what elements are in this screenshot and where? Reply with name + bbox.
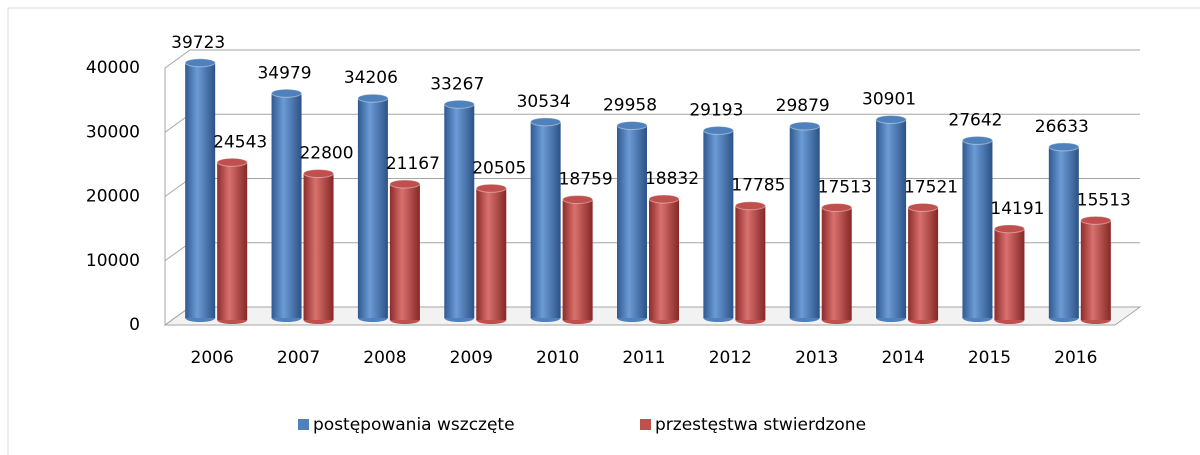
bar xyxy=(476,188,507,320)
legend-label: przestęstwa stwierdzone xyxy=(655,415,866,435)
bar-top xyxy=(443,99,475,109)
legend-label: postępowania wszczęte xyxy=(313,415,515,435)
legend-swatch xyxy=(640,419,651,430)
bar-top xyxy=(616,121,648,131)
bar-top xyxy=(993,224,1025,234)
data-label: 33267 xyxy=(430,74,484,94)
data-label: 29879 xyxy=(776,96,830,116)
bar-top xyxy=(789,121,821,131)
x-tick-label: 2016 xyxy=(1054,348,1097,368)
data-label: 18759 xyxy=(559,169,613,189)
x-tick-label: 2013 xyxy=(795,348,838,368)
bar-top xyxy=(907,202,939,212)
bar xyxy=(1048,146,1079,318)
y-tick-label: 0 xyxy=(129,315,140,335)
data-label: 18832 xyxy=(645,169,699,189)
bar-top xyxy=(1048,142,1080,152)
bar xyxy=(703,130,734,318)
bar-top xyxy=(184,58,216,68)
y-tick-label: 20000 xyxy=(86,187,140,207)
bar xyxy=(357,98,388,319)
bar-top xyxy=(271,88,303,98)
data-label: 17521 xyxy=(904,177,958,197)
bar-top xyxy=(734,201,766,211)
bar xyxy=(303,173,334,320)
data-label: 17513 xyxy=(818,177,872,197)
bar-top xyxy=(475,183,507,193)
data-label: 20505 xyxy=(472,158,526,178)
bar-top xyxy=(216,157,248,167)
x-tick-label: 2009 xyxy=(450,348,493,368)
y-tick-label: 10000 xyxy=(86,251,140,271)
bar xyxy=(962,140,993,318)
x-tick-label: 2008 xyxy=(363,348,406,368)
data-label: 17785 xyxy=(731,176,785,196)
bar xyxy=(649,199,679,320)
bar-top xyxy=(530,117,562,127)
bar-top xyxy=(875,114,907,124)
bar xyxy=(185,62,216,318)
x-tick-label: 2012 xyxy=(709,348,752,368)
bar xyxy=(217,162,248,320)
data-label: 29193 xyxy=(689,100,743,120)
bar xyxy=(994,228,1025,320)
legend-swatch xyxy=(298,419,309,430)
bar-top xyxy=(357,93,389,103)
data-label: 30534 xyxy=(517,92,571,112)
data-label: 22800 xyxy=(299,144,353,164)
y-tick-label: 40000 xyxy=(86,58,140,78)
bar xyxy=(821,207,852,320)
x-tick-label: 2014 xyxy=(881,348,924,368)
data-label: 14191 xyxy=(990,199,1044,219)
bar xyxy=(876,119,907,318)
bar xyxy=(617,125,647,318)
x-tick-label: 2015 xyxy=(968,348,1011,368)
bar-top xyxy=(562,194,594,204)
bar-top xyxy=(821,202,853,212)
bar xyxy=(389,184,420,320)
bar xyxy=(789,126,820,318)
x-tick-label: 2006 xyxy=(191,348,234,368)
x-tick-label: 2010 xyxy=(536,348,579,368)
y-tick-label: 30000 xyxy=(86,122,140,142)
bar-top xyxy=(1080,215,1112,225)
data-label: 15513 xyxy=(1077,190,1131,210)
bar xyxy=(271,93,302,319)
bar xyxy=(908,207,939,320)
data-label: 24543 xyxy=(213,132,267,152)
bar-top xyxy=(389,179,421,189)
x-tick-label: 2007 xyxy=(277,348,320,368)
data-label: 26633 xyxy=(1035,117,1089,137)
data-label: 29958 xyxy=(603,96,657,116)
bar-top xyxy=(961,135,993,145)
grid-line xyxy=(164,49,1140,69)
data-label: 34979 xyxy=(257,63,311,83)
bar xyxy=(735,205,766,320)
bar-top xyxy=(702,125,734,135)
data-label: 30901 xyxy=(862,89,916,109)
bar xyxy=(530,121,561,318)
data-label: 39723 xyxy=(171,33,225,53)
data-label: 27642 xyxy=(948,110,1002,130)
bar xyxy=(1080,220,1111,320)
bar xyxy=(444,104,475,318)
x-tick-label: 2011 xyxy=(622,348,665,368)
bar xyxy=(562,199,593,320)
bar-top xyxy=(648,194,680,204)
bar-top xyxy=(303,169,335,179)
data-label: 34206 xyxy=(344,68,398,88)
data-label: 21167 xyxy=(386,154,440,174)
